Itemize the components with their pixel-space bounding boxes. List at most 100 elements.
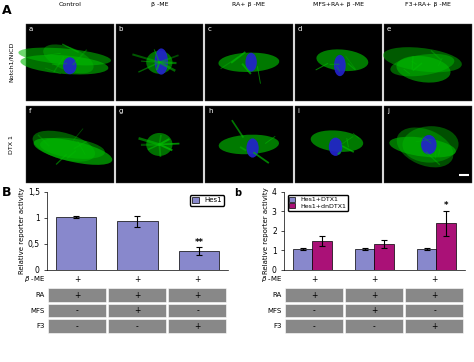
- Bar: [292, 249, 312, 270]
- Ellipse shape: [219, 135, 279, 154]
- Ellipse shape: [389, 137, 456, 157]
- Y-axis label: Relative reporter activity: Relative reporter activity: [19, 188, 25, 274]
- Bar: [355, 249, 374, 270]
- Text: RA: RA: [273, 292, 282, 298]
- Text: F3+RA+ β -ME: F3+RA+ β -ME: [405, 2, 451, 7]
- Text: RA+ β -ME: RA+ β -ME: [232, 2, 265, 7]
- Bar: [374, 244, 394, 270]
- Text: +: +: [74, 291, 81, 299]
- Text: +: +: [431, 275, 438, 284]
- Ellipse shape: [20, 55, 109, 75]
- Text: c: c: [208, 26, 212, 32]
- Ellipse shape: [33, 131, 95, 162]
- Bar: [417, 249, 437, 270]
- Text: F3: F3: [273, 323, 282, 329]
- Ellipse shape: [396, 56, 450, 83]
- Ellipse shape: [317, 49, 368, 71]
- Text: a: a: [29, 26, 33, 32]
- Text: +: +: [134, 275, 141, 284]
- Text: +: +: [194, 275, 201, 284]
- FancyBboxPatch shape: [205, 24, 292, 101]
- Text: MFS+RA+ β -ME: MFS+RA+ β -ME: [313, 2, 364, 7]
- Ellipse shape: [421, 135, 437, 155]
- Text: +: +: [311, 291, 318, 299]
- FancyBboxPatch shape: [384, 24, 472, 101]
- Text: +: +: [371, 275, 378, 284]
- Text: -: -: [433, 306, 436, 315]
- Text: h: h: [208, 108, 212, 114]
- Text: -: -: [373, 322, 376, 331]
- Text: g: g: [118, 108, 123, 114]
- Text: +: +: [431, 322, 438, 331]
- Text: e: e: [387, 26, 391, 32]
- Text: +: +: [134, 291, 141, 299]
- Ellipse shape: [310, 130, 363, 152]
- Ellipse shape: [329, 138, 342, 156]
- Text: -: -: [313, 306, 316, 315]
- Text: f: f: [29, 108, 31, 114]
- Ellipse shape: [390, 54, 455, 76]
- Text: $\beta$ -ME: $\beta$ -ME: [261, 274, 282, 285]
- Text: *: *: [444, 201, 449, 210]
- Ellipse shape: [18, 48, 111, 66]
- Text: B: B: [2, 186, 12, 199]
- FancyBboxPatch shape: [116, 106, 203, 183]
- Text: +: +: [311, 275, 318, 284]
- Text: +: +: [194, 291, 201, 299]
- Text: -: -: [136, 322, 139, 331]
- Ellipse shape: [246, 53, 257, 72]
- Text: b: b: [234, 188, 241, 198]
- Bar: [118, 222, 157, 270]
- Ellipse shape: [402, 126, 458, 163]
- Text: F3: F3: [36, 323, 45, 329]
- Y-axis label: Relative reporter activity: Relative reporter activity: [263, 188, 269, 274]
- FancyBboxPatch shape: [116, 24, 203, 101]
- Text: +: +: [134, 306, 141, 315]
- Ellipse shape: [146, 133, 173, 156]
- Text: MFS: MFS: [268, 308, 282, 313]
- FancyBboxPatch shape: [294, 24, 382, 101]
- Ellipse shape: [397, 127, 454, 167]
- Ellipse shape: [334, 55, 346, 76]
- Text: +: +: [371, 306, 378, 315]
- Ellipse shape: [219, 52, 279, 72]
- Ellipse shape: [146, 51, 173, 74]
- Text: β -ME: β -ME: [151, 2, 168, 7]
- Text: +: +: [74, 275, 81, 284]
- Ellipse shape: [246, 138, 259, 157]
- Text: +: +: [431, 291, 438, 299]
- Bar: [437, 223, 456, 270]
- Bar: [312, 241, 332, 270]
- Bar: [55, 217, 96, 270]
- Text: j: j: [387, 108, 389, 114]
- Ellipse shape: [383, 47, 462, 72]
- Ellipse shape: [63, 57, 77, 74]
- Text: MFS: MFS: [31, 308, 45, 313]
- Ellipse shape: [34, 138, 112, 165]
- Text: Control: Control: [58, 2, 82, 7]
- Text: i: i: [297, 108, 300, 114]
- Legend: Hes1: Hes1: [190, 195, 224, 206]
- Bar: [179, 251, 219, 270]
- Text: d: d: [297, 26, 302, 32]
- Text: -: -: [76, 322, 79, 331]
- Text: +: +: [194, 322, 201, 331]
- FancyBboxPatch shape: [26, 106, 114, 183]
- Ellipse shape: [155, 49, 168, 75]
- Text: A: A: [2, 4, 12, 17]
- Text: **: **: [195, 238, 204, 247]
- FancyBboxPatch shape: [384, 106, 472, 183]
- Text: +: +: [371, 291, 378, 299]
- Text: Notch1/NiCD: Notch1/NiCD: [9, 42, 14, 83]
- Text: $\beta$ -ME: $\beta$ -ME: [24, 274, 45, 285]
- FancyBboxPatch shape: [205, 106, 292, 183]
- Text: -: -: [76, 306, 79, 315]
- Text: DTX 1: DTX 1: [9, 135, 14, 154]
- Ellipse shape: [43, 45, 93, 73]
- FancyBboxPatch shape: [26, 24, 114, 101]
- Ellipse shape: [40, 138, 105, 159]
- Text: -: -: [313, 322, 316, 331]
- Text: b: b: [118, 26, 123, 32]
- Text: -: -: [196, 306, 199, 315]
- Text: RA: RA: [36, 292, 45, 298]
